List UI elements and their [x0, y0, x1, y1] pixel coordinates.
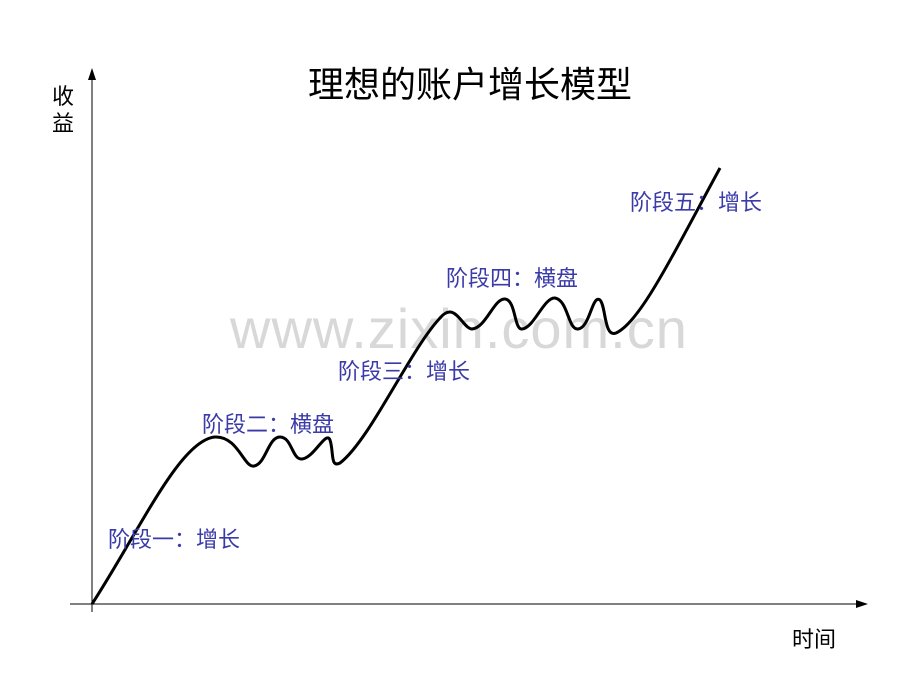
stage-3-label: 阶段三：增长 [338, 360, 471, 385]
stage-4-label: 阶段四：横盘 [446, 267, 579, 292]
y-axis-label: 收益 [52, 85, 75, 137]
x-axis-label: 时间 [792, 628, 837, 653]
y-axis-arrow [88, 68, 96, 80]
growth-curve [90, 167, 722, 605]
stage-1-label: 阶段一：增长 [108, 528, 241, 553]
page-title: 理想的账户增长模型 [307, 65, 632, 106]
watermark: www.zixin.com.cn [230, 297, 688, 360]
stage-5-label: 阶段五：增长 [630, 191, 763, 216]
x-axis-arrow [856, 600, 868, 608]
stage-2-label: 阶段二：横盘 [202, 413, 335, 438]
